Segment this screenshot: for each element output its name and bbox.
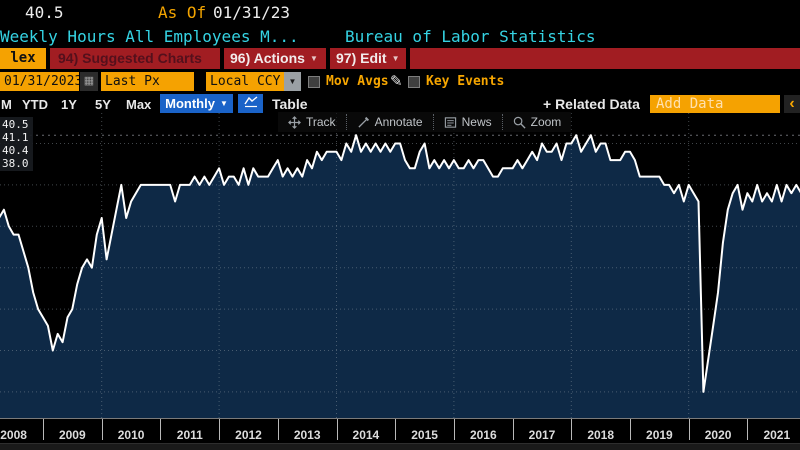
x-axis-year-label: 2014 [352,428,380,442]
area-fill [0,135,800,418]
chart-legend: 40.5 41.1 40.4 38.0 [0,117,33,171]
x-axis-year-label: 2015 [411,428,438,442]
date-input[interactable] [0,72,79,91]
add-data-input[interactable] [650,95,780,113]
annotate-tool[interactable]: Annotate [345,114,433,130]
table-button[interactable]: Table [272,96,308,112]
last-price-value: 40.5 [25,3,64,22]
x-axis-year-label: 2020 [704,428,732,442]
track-tool[interactable]: Track [278,114,346,130]
period-1y[interactable]: 1Y [61,97,77,112]
zoom-icon [513,116,526,129]
currency-dropdown-button[interactable]: ▼ [284,72,301,91]
x-axis-border [0,418,800,419]
x-axis-year-label: 2012 [235,428,262,442]
x-axis-year-label: 2016 [469,428,497,442]
mov-avgs-label[interactable]: Mov Avgs [326,74,389,89]
calendar-button[interactable]: ▦ [80,72,98,91]
chevron-down-icon: ▼ [309,54,318,63]
x-axis-year-label: 2008 [0,428,27,442]
x-axis-tick [630,419,631,440]
news-tool[interactable]: News [432,114,502,130]
menu-actions[interactable]: 96) Actions ▼ [230,50,318,66]
annotate-icon [357,116,369,128]
calendar-icon: ▦ [83,75,95,87]
chevron-down-icon: ▼ [288,77,297,86]
x-axis-year-label: 2010 [117,428,145,442]
key-events-checkbox[interactable] [408,76,420,88]
chart-plot-area[interactable] [0,113,800,418]
zoom-tool[interactable]: Zoom [501,114,572,130]
window-footer [0,443,800,450]
related-data-button[interactable]: + Related Data [543,96,640,112]
security-source: Bureau of Labor Statistics [345,27,596,46]
x-axis-year-label: 2019 [646,428,673,442]
x-axis-year-label: 2013 [293,428,321,442]
news-icon [444,116,456,128]
x-axis-year-label: 2011 [176,428,203,442]
price-field-input[interactable] [101,72,194,91]
menu-bar: lex 94) Suggested Charts 96) Actions ▼ 97… [0,48,800,69]
x-axis-tick [571,419,573,440]
period-1m[interactable]: M [1,97,12,112]
mov-avgs-checkbox[interactable] [308,76,320,88]
x-axis-year-label: 2021 [763,428,791,442]
chevron-left-icon: ‹ [789,95,795,112]
security-title: Weekly Hours All Employees M... [0,27,299,46]
menu-separator [406,48,410,69]
collapse-panel-button[interactable]: ‹ [784,95,800,113]
period-max[interactable]: Max [126,97,152,112]
chevron-down-icon: ▼ [391,54,400,63]
chart-toolbar: Track Annotate News Zoom [278,112,572,132]
period-5y[interactable]: 5Y [95,97,111,112]
frequency-dropdown[interactable]: Monthly ▼ [160,94,233,113]
x-axis-tick [277,419,279,440]
x-axis-tick [219,419,221,440]
chart-type-button[interactable] [238,94,263,113]
menu-suggested-charts[interactable]: 94) Suggested Charts [58,50,202,66]
x-axis-year-label: 2017 [528,428,556,442]
menu-separator [220,48,224,69]
index-tab[interactable]: lex [0,48,46,69]
x-axis-tick [453,419,455,440]
menu-edit[interactable]: 97) Edit ▼ [336,50,400,66]
x-axis-tick [688,419,690,440]
menu-separator [326,48,330,69]
chevron-down-icon: ▼ [219,99,228,108]
key-events-label[interactable]: Key Events [426,74,505,89]
legend-high: 41.1 [2,131,29,144]
period-ytd[interactable]: YTD [22,97,48,112]
x-axis-tick [512,419,514,440]
legend-average: 40.4 [2,144,29,157]
pencil-icon[interactable]: ✎ [390,73,403,90]
track-icon [288,115,301,129]
as-of-date: 01/31/23 [213,3,291,22]
x-axis-tick [101,419,103,440]
currency-input[interactable] [206,72,284,91]
x-axis-tick [160,419,162,440]
as-of-label: As Of [158,3,207,22]
menu-strip: 94) Suggested Charts 96) Actions ▼ 97) Ed… [50,48,800,69]
line-chart-icon [243,96,257,108]
legend-low: 38.0 [2,157,29,170]
x-axis-tick [43,419,44,440]
x-axis-year-label: 2009 [58,428,86,442]
x-axis-tick [395,419,397,440]
x-axis-tick [336,419,338,440]
x-axis-tick [747,419,749,440]
price-line [0,134,800,393]
legend-last: 40.5 [2,118,29,131]
x-axis-year-label: 2018 [587,428,615,442]
